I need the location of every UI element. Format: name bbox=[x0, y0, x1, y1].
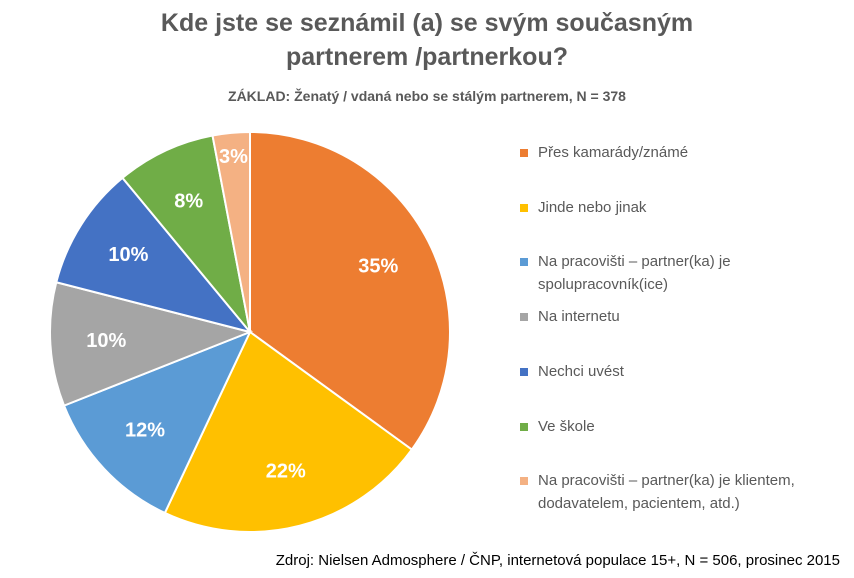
legend-swatch-6 bbox=[520, 423, 528, 431]
legend-swatch-2 bbox=[520, 204, 528, 212]
pie-slice-4 bbox=[49, 281, 254, 407]
legend-item-3: Na pracovišti – partner(ka) je spoluprac… bbox=[520, 250, 850, 296]
legend-label-7: Na pracovišti – partner(ka) je klientem,… bbox=[538, 472, 795, 512]
pie-slice-3 bbox=[62, 330, 252, 515]
legend-label-5: Nechci uvést bbox=[538, 363, 624, 380]
legend-item-2: Jinde nebo jinak bbox=[520, 196, 850, 219]
chart-title-line-2: partnerem /partnerkou? bbox=[285, 43, 568, 71]
source-note: Zdroj: Nielsen Admosphere / ČNP, interne… bbox=[275, 552, 840, 569]
legend-item-4: Na internetu bbox=[520, 305, 850, 328]
legend-label-6: Ve škole bbox=[538, 418, 595, 435]
pie-slice-5 bbox=[55, 176, 253, 334]
pie-slice-7 bbox=[211, 130, 251, 333]
legend-swatch-5 bbox=[520, 368, 528, 376]
data-label-3: 12% bbox=[125, 420, 165, 442]
chart-title: Kde jste se seznámil (a) se svým současn… bbox=[0, 6, 854, 74]
legend-item-1: Přes kamarády/známé bbox=[520, 141, 850, 164]
chart-subtitle: ZÁKLAD: Ženatý / vdaná nebo se stálým pa… bbox=[228, 88, 626, 104]
legend-label-3: Na pracovišti – partner(ka) je spoluprac… bbox=[538, 253, 731, 293]
data-label-4: 10% bbox=[86, 330, 126, 352]
chart-title-line-1: Kde jste se seznámil (a) se svým současn… bbox=[160, 9, 694, 37]
legend-swatch-4 bbox=[520, 313, 528, 321]
data-label-1: 35% bbox=[358, 256, 398, 278]
pie-slice-6 bbox=[121, 134, 251, 333]
legend-label-4: Na internetu bbox=[538, 308, 620, 325]
legend-label-2: Jinde nebo jinak bbox=[538, 199, 647, 216]
data-label-7: 3% bbox=[219, 146, 248, 168]
legend-swatch-3 bbox=[520, 258, 528, 266]
data-label-6: 8% bbox=[174, 191, 203, 213]
pie-slice-1 bbox=[249, 130, 451, 451]
data-label-5: 10% bbox=[108, 244, 148, 266]
legend-item-5: Nechci uvést bbox=[520, 360, 850, 383]
legend-item-7: Na pracovišti – partner(ka) je klientem,… bbox=[520, 469, 850, 515]
data-label-2: 22% bbox=[266, 460, 306, 482]
legend-item-6: Ve škole bbox=[520, 415, 850, 438]
legend-swatch-7 bbox=[520, 477, 528, 485]
legend-label-1: Přes kamarády/známé bbox=[538, 144, 689, 161]
legend-swatch-1 bbox=[520, 149, 528, 157]
